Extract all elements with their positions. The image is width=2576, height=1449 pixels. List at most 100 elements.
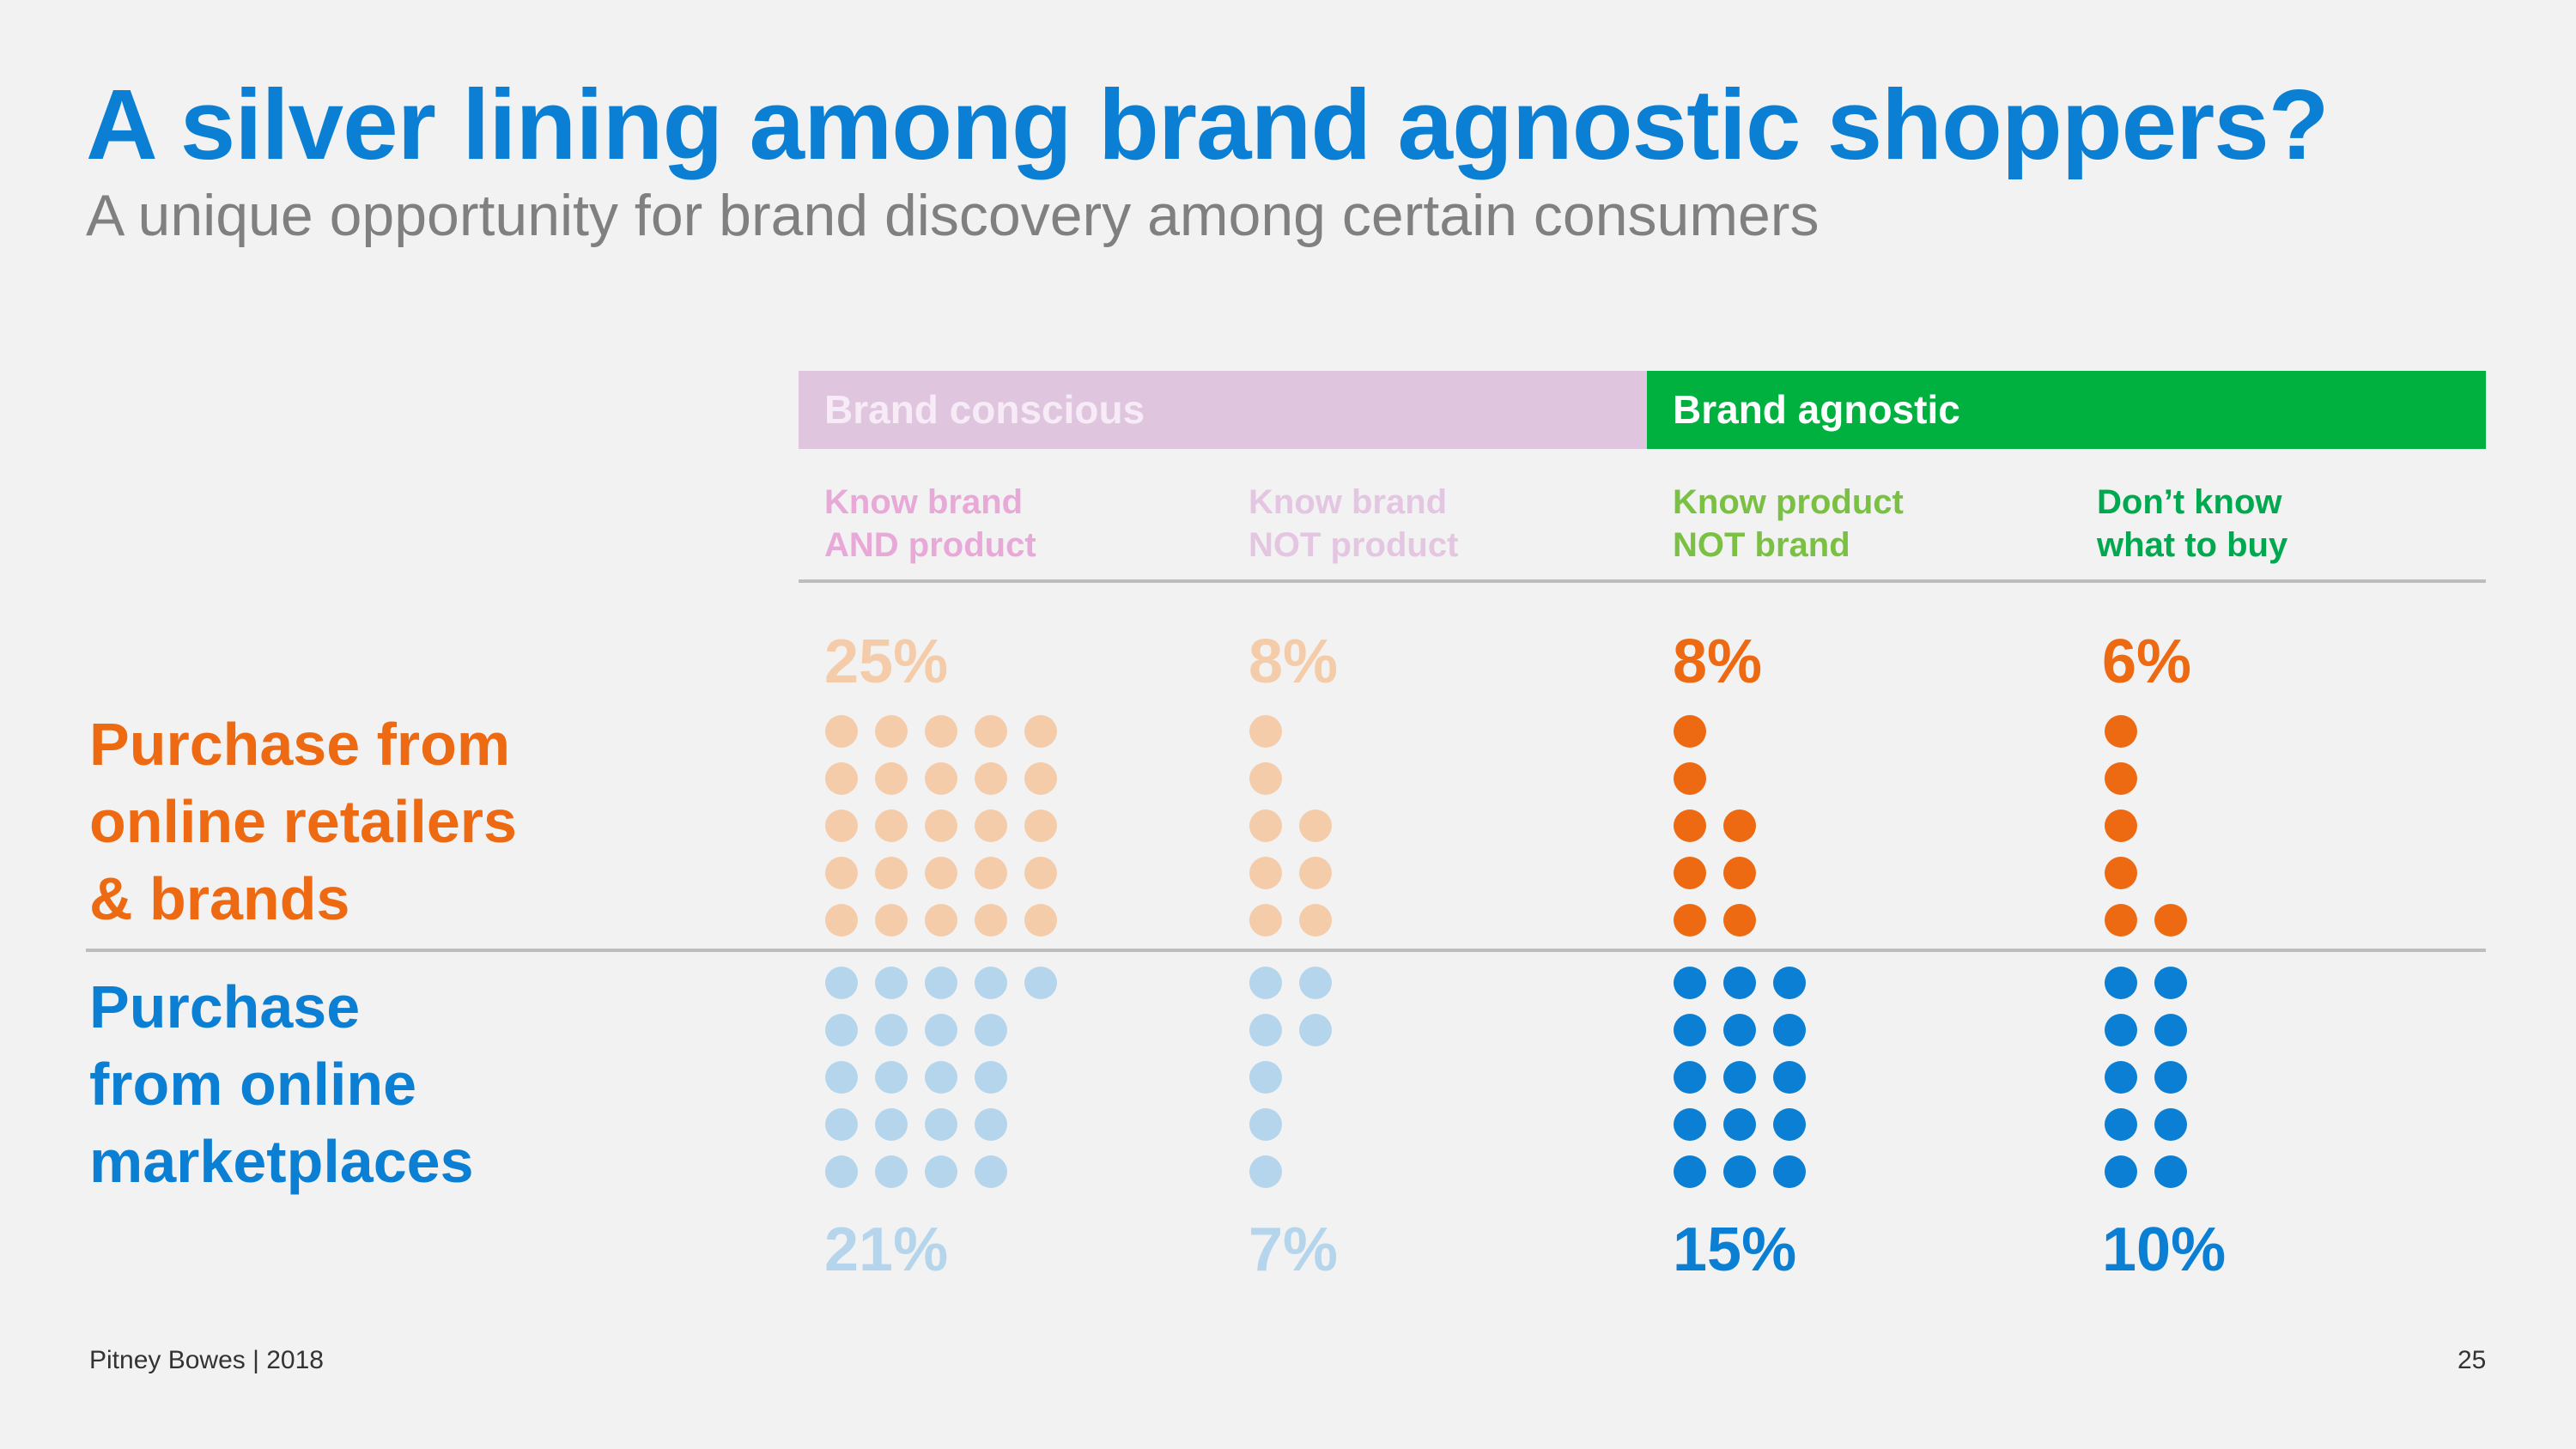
dot-marketplace-3-1 [2105,1014,2137,1046]
dot-marketplace-0-14 [925,1155,957,1188]
pct-retail-dont-know-what-to-buy: 6% [2102,627,2192,696]
dot-retail-2-6 [1723,857,1756,889]
dot-marketplace-0-12 [925,1061,957,1094]
column-label-know-product-not-brand: Know product NOT brand [1673,481,1904,567]
dot-retail-2-7 [1723,809,1756,842]
dot-retail-1-7 [1299,809,1332,842]
dot-retail-0-11 [925,857,957,889]
dot-marketplace-2-2 [1674,1061,1706,1094]
dot-marketplace-0-2 [825,1061,858,1094]
row-label-line: Purchase [89,973,361,1040]
dot-retail-2-3 [1674,762,1706,795]
segment-brand-agnostic: Brand agnostic [1647,371,2486,449]
dot-marketplace-1-2 [1249,1061,1282,1094]
dot-retail-3-1 [2105,857,2137,889]
dot-marketplace-2-7 [1723,1061,1756,1094]
dot-retail-0-15 [975,904,1007,937]
dot-retail-3-5 [2154,904,2187,937]
pct-marketplace-know-product-not-brand: 15% [1673,1216,1797,1284]
dot-marketplace-1-1 [1249,1014,1282,1046]
dot-retail-0-16 [975,857,1007,889]
dot-retail-0-0 [825,904,858,937]
dot-retail-0-4 [825,715,858,748]
dot-marketplace-0-6 [875,1014,908,1046]
dot-marketplace-3-2 [2105,1061,2137,1094]
column-label-line: Know brand [824,483,1024,521]
dot-retail-1-1 [1249,857,1282,889]
dot-marketplace-0-1 [825,1014,858,1046]
dot-retail-1-2 [1249,809,1282,842]
page-subtitle: A unique opportunity for brand discovery… [86,183,1820,248]
dot-retail-1-4 [1249,715,1282,748]
dot-retail-0-6 [875,857,908,889]
dot-retail-2-5 [1723,904,1756,937]
dot-retail-0-19 [975,715,1007,748]
column-label-line: AND product [824,526,1036,564]
dot-marketplace-3-3 [2105,1108,2137,1141]
dot-marketplace-0-13 [925,1108,957,1141]
row-label-online-marketplaces: Purchase from online marketplaces [89,968,474,1200]
dot-marketplace-2-4 [1674,1155,1706,1188]
dot-marketplace-0-17 [975,1061,1007,1094]
row-label-line: marketplaces [89,1128,474,1195]
dot-marketplace-3-7 [2154,1061,2187,1094]
dot-marketplace-2-3 [1674,1108,1706,1141]
dot-retail-0-20 [1024,904,1057,937]
row-label-line: Purchase from [89,711,511,778]
dot-retail-0-21 [1024,857,1057,889]
dot-marketplace-0-4 [825,1155,858,1188]
dot-marketplace-0-16 [975,1014,1007,1046]
row-divider [86,949,2486,952]
dot-marketplace-0-18 [975,1108,1007,1141]
dot-retail-0-8 [875,762,908,795]
dot-marketplace-1-3 [1249,1108,1282,1141]
page-number: 25 [2458,1346,2487,1374]
dot-retail-0-7 [875,809,908,842]
dot-retail-0-2 [825,809,858,842]
dot-marketplace-2-12 [1773,1061,1806,1094]
dot-marketplace-3-0 [2105,967,2137,999]
column-label-line: Don’t know [2097,483,2282,521]
column-label-line: NOT product [1249,526,1459,564]
dot-marketplace-2-8 [1723,1108,1756,1141]
dot-retail-0-1 [825,857,858,889]
dot-marketplace-2-13 [1773,1108,1806,1141]
dot-retail-0-18 [975,762,1007,795]
dot-retail-0-9 [875,715,908,748]
header-divider [799,579,2486,583]
dot-retail-0-13 [925,762,957,795]
dot-marketplace-2-10 [1773,967,1806,999]
row-label-line: from online [89,1051,417,1118]
dot-marketplace-2-6 [1723,1014,1756,1046]
segment-brand-conscious: Brand conscious [799,371,1647,449]
dot-marketplace-0-7 [875,1061,908,1094]
dot-marketplace-2-14 [1773,1155,1806,1188]
dot-marketplace-0-10 [925,967,957,999]
dot-marketplace-0-15 [975,967,1007,999]
dot-marketplace-3-6 [2154,1014,2187,1046]
dot-retail-1-5 [1299,904,1332,937]
pct-marketplace-know-brand-and-product: 21% [824,1216,949,1284]
dot-retail-0-3 [825,762,858,795]
dot-retail-2-1 [1674,857,1706,889]
dot-marketplace-0-5 [875,967,908,999]
column-label-know-brand-not-product: Know brand NOT product [1249,481,1458,567]
row-label-online-retailers: Purchase from online retailers & brands [89,706,517,937]
dot-marketplace-2-5 [1723,967,1756,999]
dot-retail-1-0 [1249,904,1282,937]
dot-marketplace-2-11 [1773,1014,1806,1046]
row-label-line: online retailers [89,788,517,855]
dot-marketplace-0-11 [925,1014,957,1046]
dot-marketplace-0-3 [825,1108,858,1141]
dot-retail-2-2 [1674,809,1706,842]
row-label-line: & brands [89,865,350,932]
dot-retail-0-24 [1024,715,1057,748]
dot-marketplace-2-0 [1674,967,1706,999]
column-label-line: what to buy [2097,526,2288,564]
dot-marketplace-1-6 [1299,1014,1332,1046]
dot-marketplace-0-20 [1024,967,1057,999]
column-label-dont-know-what-to-buy: Don’t know what to buy [2097,481,2287,567]
column-label-line: Know brand [1249,483,1448,521]
dot-retail-3-0 [2105,904,2137,937]
pct-retail-know-product-not-brand: 8% [1673,627,1763,696]
